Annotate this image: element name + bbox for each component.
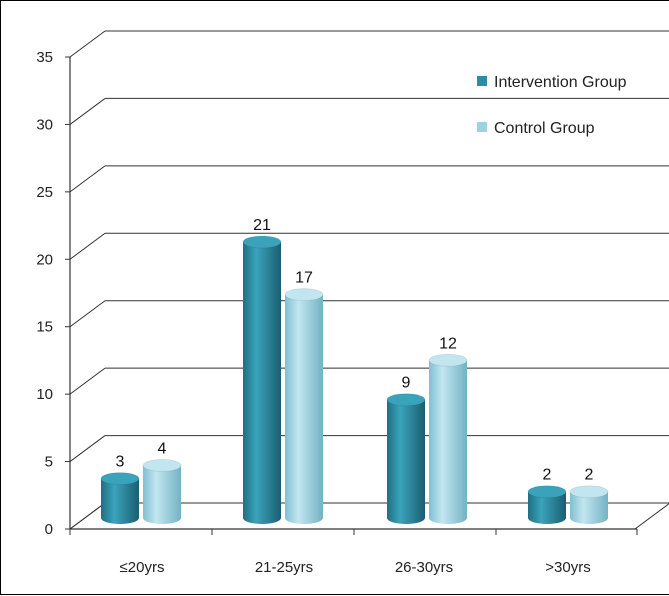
grid-layer [69,30,669,530]
bar-top [569,485,609,499]
bar-intervention-1 [242,235,282,524]
bar-control-0 [142,458,182,524]
bar-body [528,491,566,524]
data-label: 2 [543,467,552,484]
data-label: 4 [158,440,167,457]
gridline-diag-30 [69,98,106,125]
bar-intervention-3 [527,485,567,524]
y-tick-label: 5 [45,454,53,471]
bar-intervention-2 [386,393,426,524]
y-tick-label: 30 [36,116,53,133]
bar-body [429,360,467,524]
bar-body [143,465,181,524]
legend-swatch-control [477,122,487,132]
data-label: 12 [439,335,457,352]
bar-body [285,294,323,524]
data-label: 3 [116,454,125,471]
label-layer: 3 21 9 2 4 17 12 2 [116,217,594,484]
gridline-diag-20 [69,232,106,260]
y-tick-label: 0 [45,521,53,538]
axis-layer: 0 5 10 15 20 25 30 35 ≤20yrs 21-25yrs 26-30yrs >30y… [36,49,638,576]
legend: Intervention Group Control Group [477,74,627,137]
bar-top [386,393,426,407]
y-tick-label: 35 [36,49,53,66]
x-tick-label: 26-30yrs [395,559,453,576]
bar-top [100,472,140,486]
bar-body [243,242,281,524]
data-label: 9 [402,375,411,392]
bar-body [101,478,139,524]
y-tick-label: 15 [36,319,53,336]
gridline-diag-10 [69,367,106,395]
bar-top [242,235,282,249]
gridline-diag-25 [69,165,106,193]
bar-body [387,399,425,524]
gridline-diag-5 [69,435,106,462]
bar-control-3 [569,485,609,524]
bar-intervention-0 [100,472,140,524]
bar-top [527,485,567,499]
data-label: 2 [585,467,594,484]
gridline-diag-15 [69,300,106,328]
x-tick-label: ≤20yrs [120,559,165,576]
bar-body [570,491,608,524]
y-tick-label: 20 [36,251,53,268]
y-tick-label: 25 [36,184,53,201]
data-label: 17 [295,270,313,287]
x-tick-label: >30yrs [545,559,590,576]
bar-top [142,458,182,472]
bar-control-1 [284,288,324,524]
legend-swatch-intervention [477,76,487,86]
bar-layer [100,235,609,524]
x-tick-label: 21-25yrs [255,559,313,576]
y-tick-label: 10 [36,386,53,403]
bar-top [284,288,324,302]
gridline-diag-35 [69,30,106,58]
bar-control-2 [428,353,468,524]
bar-top [428,353,468,367]
legend-label-control: Control Group [494,120,595,137]
data-label: 21 [253,217,271,234]
legend-label-intervention: Intervention Group [494,74,627,91]
